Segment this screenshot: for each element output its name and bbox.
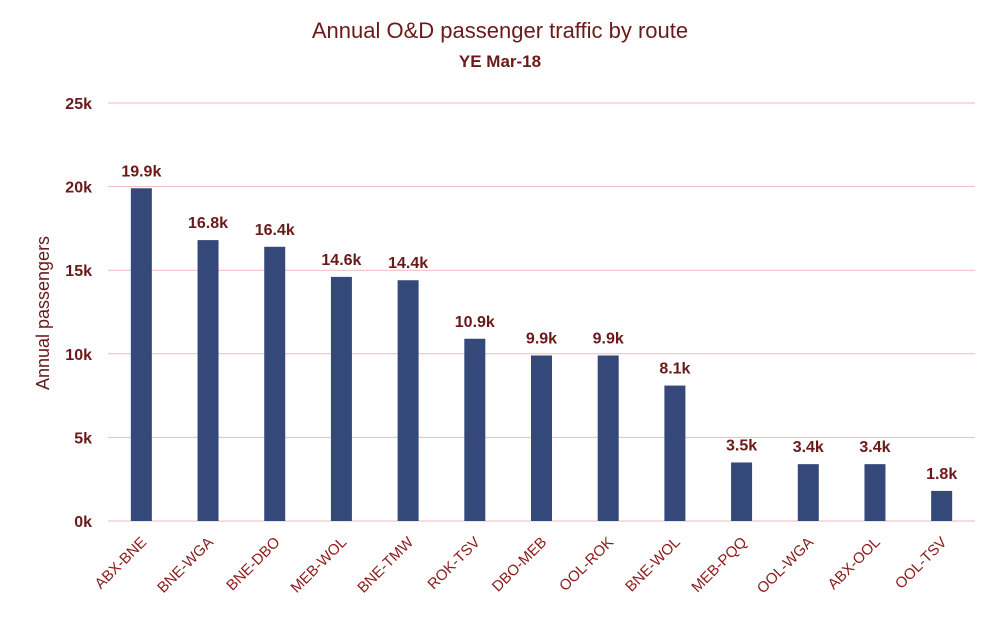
data-label: 9.9k [593,330,624,347]
y-axis-label: Annual passengers [33,236,53,390]
y-tick-label: 5k [74,430,92,447]
bar [264,246,286,522]
y-tick-label: 25k [65,96,92,113]
bars [130,188,953,522]
x-tick-label: BNE-TMW [354,533,417,596]
y-tick-label: 15k [65,263,92,280]
data-label: 1.8k [926,466,957,483]
data-label: 10.9k [455,314,495,331]
data-label: 14.6k [321,252,361,269]
y-tick-label: 20k [65,180,92,197]
bar [664,385,686,521]
bar [397,280,419,521]
x-axis-categories: ABX-BNE BNE-WGA BNE-DBO MEB-WOL BNE-TMW ROK-T… [92,533,951,597]
data-label: 19.9k [121,163,161,180]
data-label: 3.4k [793,439,824,456]
x-tick-label: ABX-OOL [825,534,884,593]
x-tick-label: OOL-WGA [754,534,817,597]
y-axis-ticks: 0k 5k 10k 15k 20k 25k [65,96,92,531]
data-label: 16.8k [188,215,228,232]
bar [931,490,953,521]
x-tick-label: BNE-DBO [223,534,283,594]
x-tick-label: ROK-TSV [424,534,483,593]
data-label: 16.4k [255,222,295,239]
x-tick-label: OOL-TSV [892,534,951,593]
bar [330,276,352,521]
x-tick-label: OOL-ROK [556,534,617,595]
bar [464,338,486,521]
x-tick-label: MEB-PQQ [688,534,750,596]
bar [130,188,152,521]
x-tick-label: MEB-WOL [288,534,351,597]
x-tick-label: ABX-BNE [92,534,151,593]
data-labels: 19.9k 16.8k 16.4k 14.6k 14.4k 10.9k 9.9k 9.9k 8.… [121,163,957,483]
data-label: 3.4k [859,439,890,456]
y-tick-label: 10k [65,347,92,364]
x-tick-label: DBO-MEB [489,534,551,596]
chart-title: Annual O&D passenger traffic by route [311,18,689,43]
data-label: 3.5k [726,437,757,454]
bar [731,462,753,521]
bar [864,464,886,521]
x-tick-label: BNE-WGA [154,534,217,597]
y-tick-label: 0k [74,514,92,531]
chart-subtitle: YE Mar-18 [458,52,542,71]
bar [597,355,619,521]
data-label: 14.4k [388,255,428,272]
bar [531,355,552,521]
bar [797,464,819,521]
x-tick-label: BNE-WOL [622,534,684,596]
bar [197,240,219,521]
data-label: 9.9k [526,330,557,347]
data-label: 8.1k [659,361,690,378]
